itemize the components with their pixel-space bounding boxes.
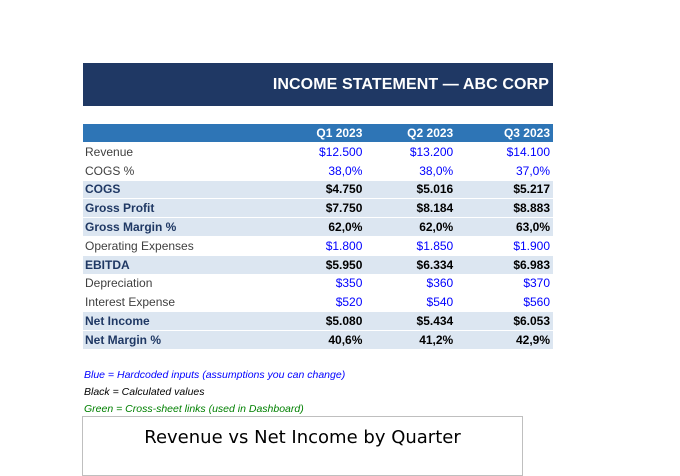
row-label[interactable]: Net Income	[85, 314, 150, 329]
value-cell-q3[interactable]: $1.900	[513, 238, 551, 253]
table-row: Gross Profit $7.750 $8.184 $8.883	[83, 199, 553, 219]
value-cell-q2[interactable]: $8.184	[416, 201, 454, 216]
value-cell-q3[interactable]: $6.053	[513, 314, 551, 329]
row-label[interactable]: Operating Expenses	[85, 238, 194, 253]
value-cell-q1[interactable]: $1.800	[325, 238, 363, 253]
table-row: EBITDA $5.950 $6.334 $6.983	[83, 255, 553, 275]
table-row: COGS % 38,0% 38,0% 37,0%	[83, 162, 553, 181]
value-cell-q2[interactable]: $13.200	[409, 144, 454, 159]
value-cell-q1[interactable]: $5.080	[325, 314, 363, 329]
value-cell-q1[interactable]: $7.750	[325, 201, 363, 216]
value-cell-q3[interactable]: $5.217	[513, 182, 551, 197]
row-label[interactable]: Net Margin %	[85, 332, 162, 347]
value-cell-q2[interactable]: $6.334	[416, 257, 454, 272]
value-cell-q2[interactable]: 41,2%	[419, 332, 454, 347]
table-row: Gross Margin % 62,0% 62,0% 63,0%	[83, 218, 553, 237]
table-row: Operating Expenses $1.800 $1.850 $1.900	[83, 237, 553, 256]
value-cell-q2[interactable]: $5.434	[416, 314, 454, 329]
value-cell-q3[interactable]: 63,0%	[515, 220, 551, 235]
table-row: Net Margin % 40,6% 41,2% 42,9%	[83, 330, 553, 350]
row-label[interactable]: Interest Expense	[85, 295, 176, 310]
value-cell-q3[interactable]: $370	[523, 276, 551, 291]
value-cell-q1[interactable]: $350	[335, 276, 363, 291]
row-label[interactable]: Revenue	[85, 144, 134, 159]
value-cell-q3[interactable]: $14.100	[506, 144, 551, 159]
legend-green-note: Green = Cross-sheet links (used in Dashb…	[84, 403, 304, 415]
value-cell-q3[interactable]: $8.883	[513, 201, 551, 216]
banner-title: INCOME STATEMENT — ABC CORP	[272, 75, 549, 93]
value-cell-q2[interactable]: 62,0%	[419, 220, 454, 235]
legend-black-note: Black = Calculated values	[84, 386, 205, 398]
table-row: Depreciation $350 $360 $370	[83, 275, 553, 294]
value-cell-q1[interactable]: $5.950	[325, 257, 363, 272]
table-header-row: Q1 2023 Q2 2023 Q3 2023	[83, 124, 553, 143]
header-cell-q2[interactable]: Q2 2023	[407, 126, 454, 140]
table-row: Interest Expense $520 $540 $560	[83, 293, 553, 313]
table-row: COGS $4.750 $5.016 $5.217	[83, 180, 553, 200]
value-cell-q3[interactable]: $560	[523, 295, 551, 310]
value-cell-q1[interactable]: 38,0%	[328, 163, 363, 178]
income-statement-table: Q1 2023 Q2 2023 Q3 2023 Revenue $12.500 $1…	[83, 124, 553, 350]
value-cell-q2[interactable]: $360	[426, 276, 454, 291]
legend-blue-note: Blue = Hardcoded inputs (assumptions you…	[84, 369, 346, 381]
row-label[interactable]: COGS %	[85, 163, 135, 178]
row-label[interactable]: Gross Margin %	[85, 220, 177, 235]
value-cell-q3[interactable]: $6.983	[513, 257, 551, 272]
table-row: Revenue $12.500 $13.200 $14.100	[83, 143, 553, 162]
value-cell-q3[interactable]: 42,9%	[515, 332, 551, 347]
value-cell-q1[interactable]: $520	[335, 295, 363, 310]
row-label[interactable]: EBITDA	[85, 257, 130, 272]
row-label[interactable]: Gross Profit	[85, 201, 155, 216]
table-row: Net Income $5.080 $5.434 $6.053	[83, 312, 553, 331]
value-cell-q2[interactable]: $5.016	[416, 182, 454, 197]
value-cell-q1[interactable]: $4.750	[325, 182, 363, 197]
income-statement-banner: INCOME STATEMENT — ABC CORP	[83, 63, 553, 106]
value-cell-q1[interactable]: 40,6%	[328, 332, 363, 347]
value-cell-q1[interactable]: 62,0%	[328, 220, 363, 235]
chart-title: Revenue vs Net Income by Quarter	[144, 427, 461, 448]
chart-object[interactable]: Revenue vs Net Income by Quarter	[82, 416, 523, 476]
value-cell-q2[interactable]: 38,0%	[419, 163, 454, 178]
value-cell-q3[interactable]: 37,0%	[515, 163, 551, 178]
value-cell-q2[interactable]: $540	[426, 295, 454, 310]
value-cell-q1[interactable]: $12.500	[319, 144, 363, 159]
header-cell-q3[interactable]: Q3 2023	[503, 126, 551, 140]
row-label[interactable]: COGS	[85, 182, 121, 197]
value-cell-q2[interactable]: $1.850	[416, 238, 454, 253]
row-label[interactable]: Depreciation	[85, 276, 153, 291]
header-cell-q1[interactable]: Q1 2023	[316, 126, 363, 140]
